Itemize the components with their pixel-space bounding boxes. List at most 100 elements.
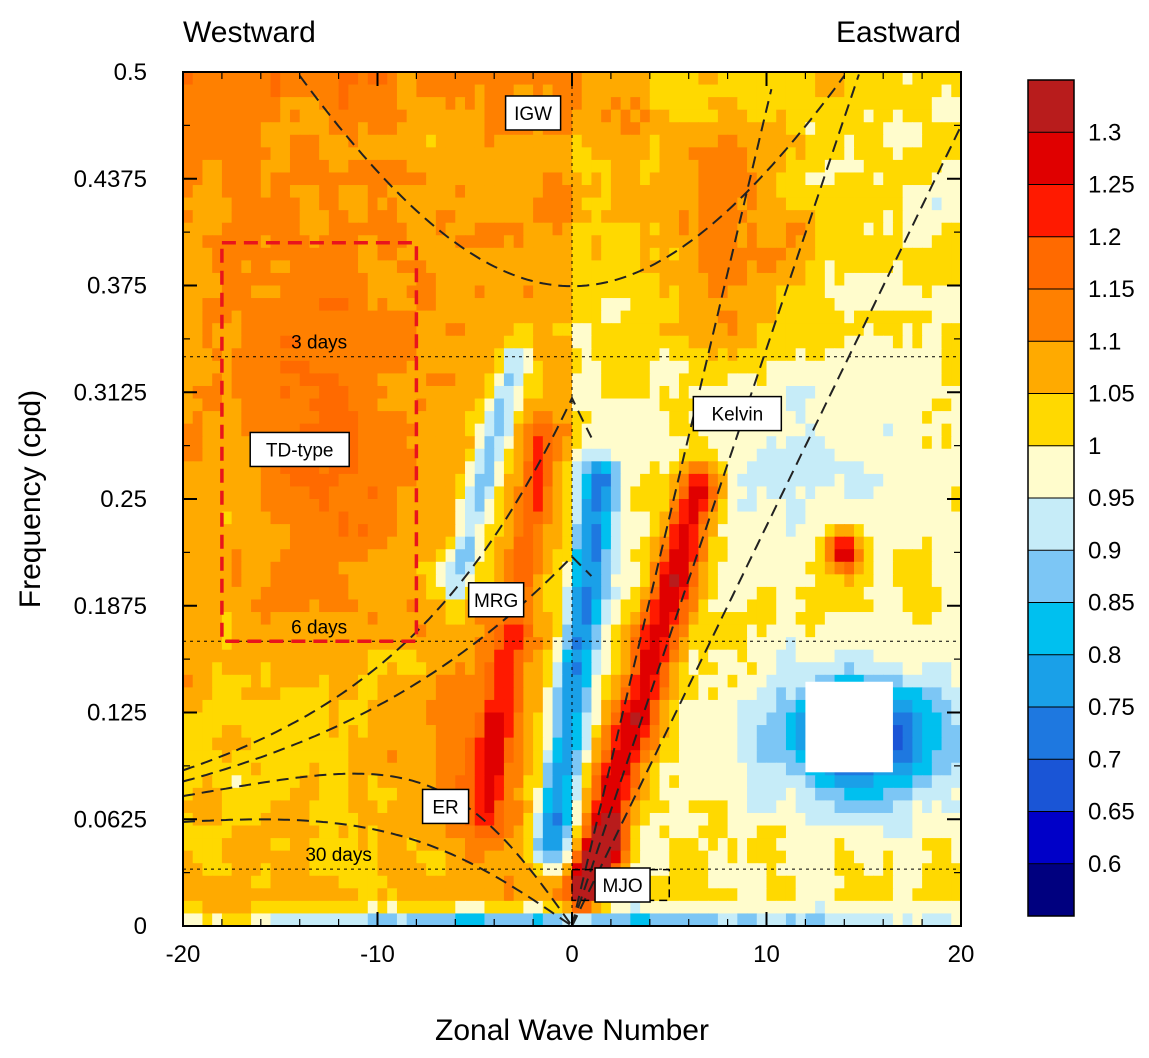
field-cell xyxy=(795,147,806,161)
field-cell xyxy=(270,787,281,802)
field-cell xyxy=(523,549,534,563)
field-cell xyxy=(542,222,554,236)
field-cell xyxy=(912,825,923,839)
field-cell xyxy=(212,185,223,199)
field-cell xyxy=(766,298,777,312)
field-cell xyxy=(795,499,806,513)
field-cell xyxy=(931,750,943,764)
field-cell xyxy=(873,159,884,174)
field-cell xyxy=(824,674,836,688)
field-cell xyxy=(192,298,204,312)
field-cell xyxy=(251,260,262,274)
field-cell xyxy=(241,260,252,274)
field-cell xyxy=(260,147,272,161)
field-cell xyxy=(251,712,262,726)
field-cell xyxy=(688,97,700,111)
field-cell xyxy=(523,147,534,161)
field-cell xyxy=(922,235,933,249)
field-cell xyxy=(892,649,904,663)
field-cell xyxy=(455,348,466,362)
field-cell xyxy=(455,473,466,488)
field-cell xyxy=(698,762,709,776)
field-cell xyxy=(513,511,524,525)
field-cell xyxy=(708,637,719,651)
field-cell xyxy=(824,109,836,123)
field-cell xyxy=(552,134,563,148)
field-cell xyxy=(688,787,700,802)
field-cell xyxy=(387,134,398,148)
field-cell xyxy=(572,524,583,538)
field-cell xyxy=(601,561,612,575)
field-cell xyxy=(562,72,573,86)
field-cell xyxy=(212,72,223,86)
field-cell xyxy=(805,411,816,425)
field-cell xyxy=(260,159,272,174)
field-cell xyxy=(503,84,515,98)
field-cell xyxy=(766,775,777,789)
field-cell xyxy=(474,750,486,764)
field-cell xyxy=(484,197,495,211)
field-cell xyxy=(844,172,855,186)
field-cell xyxy=(902,147,913,161)
field-cell xyxy=(815,323,826,337)
field-cell xyxy=(212,649,223,663)
field-cell xyxy=(747,536,758,550)
field-cell xyxy=(951,97,962,111)
field-cell xyxy=(688,612,700,626)
field-cell xyxy=(192,323,204,337)
field-cell xyxy=(270,524,281,538)
field-cell xyxy=(416,838,427,852)
field-cell xyxy=(785,725,797,739)
field-cell xyxy=(717,687,729,701)
field-cell xyxy=(640,762,651,776)
field-cell xyxy=(873,122,884,136)
field-cell xyxy=(698,272,709,287)
field-cell xyxy=(756,185,768,199)
field-cell xyxy=(708,699,719,714)
field-cell xyxy=(620,335,631,349)
field-cell xyxy=(221,699,233,714)
field-cell xyxy=(912,812,923,827)
field-cell xyxy=(533,649,544,663)
field-cell xyxy=(766,486,777,500)
field-cell xyxy=(542,197,554,211)
field-cell xyxy=(824,235,836,249)
field-cell xyxy=(737,134,748,148)
field-cell xyxy=(435,687,447,701)
field-cell xyxy=(630,762,641,776)
field-cell xyxy=(542,674,554,688)
field-cell xyxy=(358,775,369,789)
field-cell xyxy=(863,599,875,613)
field-cell xyxy=(747,775,758,789)
field-cell xyxy=(474,147,486,161)
field-cell xyxy=(640,448,651,462)
field-cell xyxy=(854,549,865,563)
field-cell xyxy=(892,398,904,412)
field-cell xyxy=(863,436,875,450)
field-cell xyxy=(737,737,748,751)
field-cell xyxy=(348,310,359,324)
field-cell xyxy=(416,699,427,714)
field-cell xyxy=(902,800,913,814)
field-cell xyxy=(465,398,476,412)
field-cell xyxy=(202,725,213,739)
field-cell xyxy=(260,298,272,312)
field-cell xyxy=(513,210,524,224)
field-cell xyxy=(649,624,661,638)
field-cell xyxy=(698,448,709,462)
field-cell xyxy=(854,436,865,450)
field-cell xyxy=(494,812,505,827)
field-cell xyxy=(873,360,884,375)
field-cell xyxy=(348,398,359,412)
field-cell xyxy=(455,712,466,726)
field-cell xyxy=(455,247,466,261)
field-cell xyxy=(523,247,534,261)
field-cell xyxy=(562,787,573,802)
field-cell xyxy=(630,172,641,186)
field-cell xyxy=(649,473,661,488)
field-cell xyxy=(289,511,301,525)
field-cell xyxy=(455,298,466,312)
field-cell xyxy=(426,612,437,626)
field-cell xyxy=(241,674,252,688)
field-cell xyxy=(688,624,700,638)
